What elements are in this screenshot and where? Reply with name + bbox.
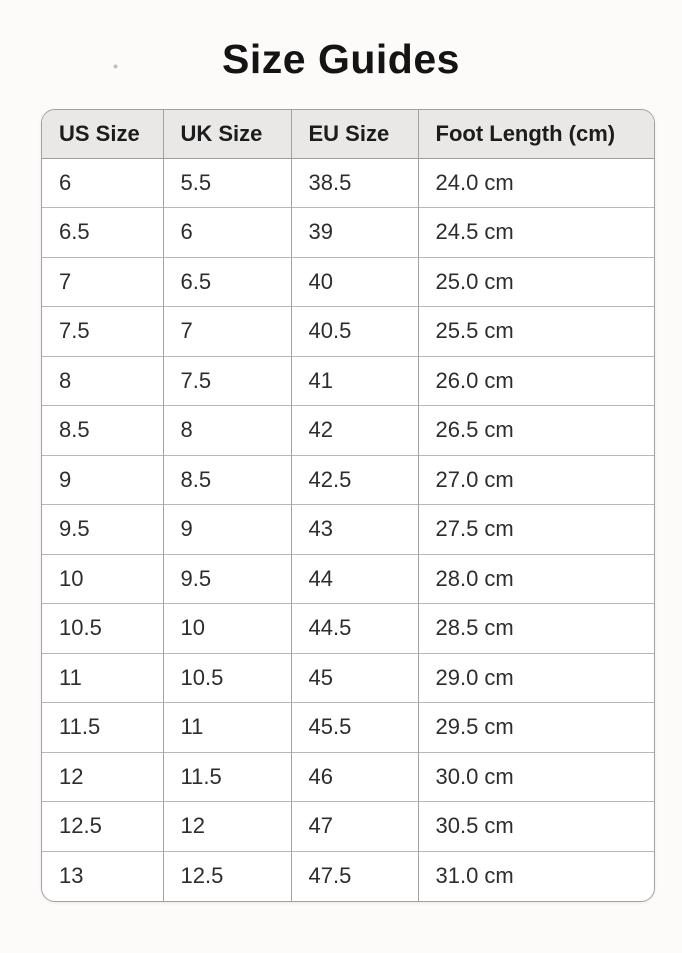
table-cell: 7.5 (163, 355, 292, 406)
table-row: 12.5 12 47 30.5 cm (42, 801, 654, 851)
table-cell: 12 (163, 801, 292, 851)
table-cell: 9.5 (163, 553, 292, 604)
table-cell: 29.0 cm (418, 652, 654, 703)
table-cell: 39 (291, 207, 419, 257)
column-header-foot-length: Foot Length (cm) (418, 110, 654, 159)
table-cell: 28.5 cm (418, 603, 654, 653)
table-cell: 13 (42, 850, 164, 901)
page-title: Size Guides (222, 36, 460, 82)
table-cell: 7 (42, 256, 164, 307)
table-cell: 47 (291, 801, 419, 851)
table-cell: 29.5 cm (418, 702, 654, 752)
table-cell: 10 (163, 603, 292, 653)
column-header-uk-size: UK Size (163, 110, 292, 159)
table-cell: 24.0 cm (435, 169, 514, 195)
table-cell: 6.5 (42, 207, 164, 257)
table-cell: 44 (291, 553, 419, 604)
header-row: US Size UK Size EU Size Foot Length (cm) (42, 110, 654, 159)
table-row: 9.5 9 43 27.5 cm (42, 504, 654, 554)
table-row: 8 7.5 41 26.0 cm (42, 355, 654, 406)
table-cell: 27.0 cm (418, 454, 654, 505)
column-header-eu-size: EU Size (291, 110, 419, 159)
table-row: 11.5 11 45.5 29.5 cm (42, 702, 654, 752)
size-conversion-table: US Size UK Size EU Size Foot Length (cm)… (42, 110, 654, 901)
table-cell: 25.0 cm (418, 256, 654, 307)
table-cell: 46 (291, 751, 419, 802)
table-row: 8.5 8 42 26.5 cm (42, 405, 654, 455)
table-row: 10 9.5 44 28.0 cm (42, 553, 654, 604)
table-cell: 31.0 cm (418, 850, 654, 901)
table-cell: 42.5 (291, 454, 419, 505)
table-cell: 6 (42, 158, 164, 208)
table-cell: 11 (42, 652, 164, 703)
table-cell: 8.5 (42, 405, 164, 455)
table-cell: 40.5 (291, 306, 419, 356)
table-row: 6 5.5 38.5 24.0 cm (42, 158, 654, 208)
table-cell: 5.5 (163, 158, 292, 208)
table-cell: 12.5 (42, 801, 164, 851)
table-row: 11 10.5 45 29.0 cm (42, 652, 654, 703)
table-cell: 10.5 (42, 603, 164, 653)
table-cell: 8 (163, 405, 292, 455)
table-cell: 7 (163, 306, 292, 356)
table-cell: 10 (42, 553, 164, 604)
size-table-body: 6 5.5 38.5 24.0 cm 6.5 6 39 24.5 cm 7 6.5 40 25.0 c… (42, 158, 654, 901)
table-cell: 8.5 (163, 454, 292, 505)
size-guide-table: US Size UK Size EU Size Foot Length (cm)… (41, 109, 655, 902)
table-cell: 30.0 cm (418, 751, 654, 802)
table-cell: 9 (42, 454, 164, 505)
table-cell: 9.5 (42, 504, 164, 554)
table-cell: 10.5 (163, 652, 292, 703)
table-header: US Size UK Size EU Size Foot Length (cm) (42, 110, 654, 159)
table-row: 7 6.5 40 25.0 cm (42, 256, 654, 307)
table-row: 6.5 6 39 24.5 cm (42, 207, 654, 257)
table-cell: 45 (291, 652, 419, 703)
table-cell: 41 (291, 355, 419, 406)
table-cell: 42 (291, 405, 419, 455)
table-cell: 12 (42, 751, 164, 802)
table-cell: 43 (291, 504, 419, 554)
table-cell: 9 (163, 504, 292, 554)
table-cell: 38.5 (291, 158, 419, 208)
speck-artifact (113, 64, 118, 69)
table-cell: 11.5 (42, 702, 164, 752)
table-cell: 40 (291, 256, 419, 307)
table-cell: 12.5 (163, 850, 292, 901)
table-cell: 30.5 cm (418, 801, 654, 851)
table-cell: 47.5 (291, 850, 419, 901)
table-cell: 26.5 cm (418, 405, 654, 455)
table-cell: 25.5 cm (418, 306, 654, 356)
column-header-us-size: US Size (42, 110, 164, 159)
table-row: 10.5 10 44.5 28.5 cm (42, 603, 654, 653)
table-row: 7.5 7 40.5 25.5 cm (42, 306, 654, 356)
table-cell: 26.0 cm (418, 355, 654, 406)
table-cell: 8 (42, 355, 164, 406)
table-row: 12 11.5 46 30.0 cm (42, 751, 654, 802)
table-row: 9 8.5 42.5 27.0 cm (42, 454, 654, 505)
table-cell: 45.5 (291, 702, 419, 752)
table-cell: 28.0 cm (418, 553, 654, 604)
table-cell: 6.5 (163, 256, 292, 307)
table-cell: 24.5 cm (418, 207, 654, 257)
table-row: 13 12.5 47.5 31.0 cm (42, 850, 654, 901)
table-cell: 6 (163, 207, 292, 257)
table-cell: 11.5 (163, 751, 292, 802)
table-cell: 27.5 cm (418, 504, 654, 554)
table-cell: 7.5 (42, 306, 164, 356)
table-cell: 11 (163, 702, 292, 752)
table-cell: 44.5 (291, 603, 419, 653)
